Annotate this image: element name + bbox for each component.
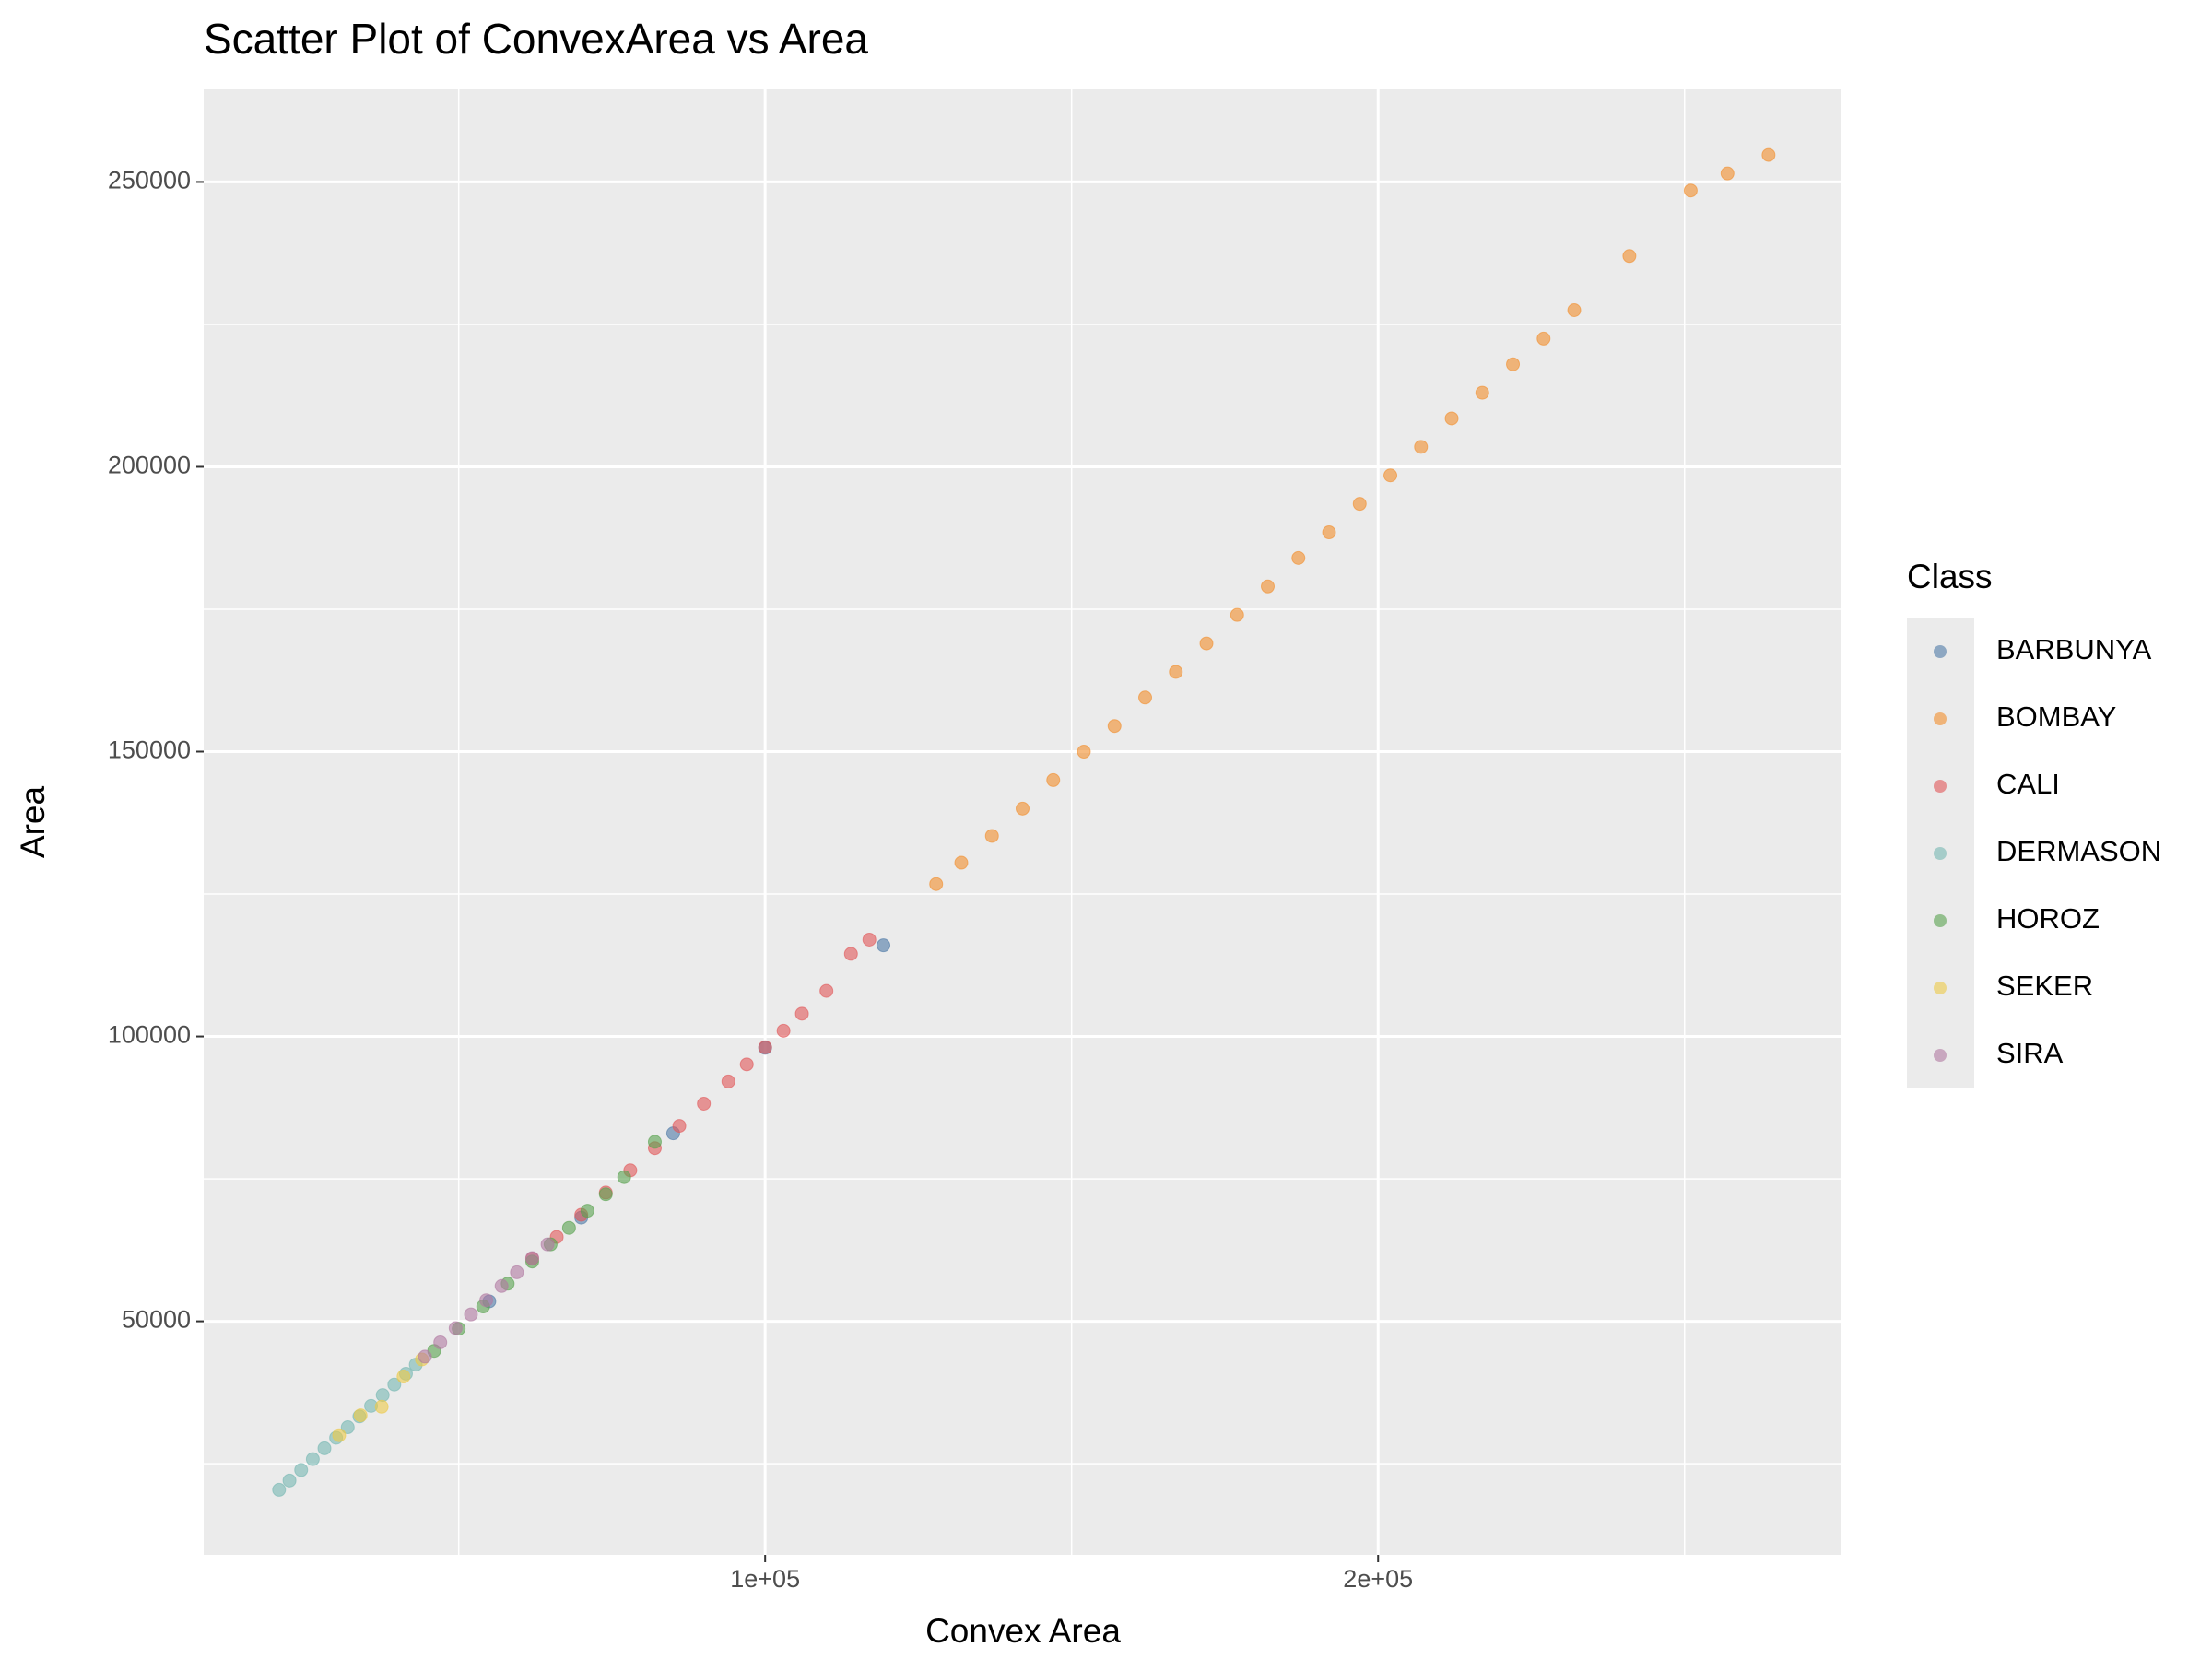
point <box>1622 249 1637 264</box>
point <box>317 1441 332 1455</box>
y-tick-label: 150000 <box>108 736 191 764</box>
point <box>464 1307 478 1322</box>
legend-key <box>1934 712 1947 725</box>
panel <box>204 89 1841 1555</box>
point <box>1291 550 1306 565</box>
point <box>1444 411 1459 426</box>
point <box>1683 183 1698 198</box>
legend-key <box>1934 780 1947 793</box>
point <box>305 1452 320 1466</box>
points <box>272 147 1776 1497</box>
point <box>1761 147 1776 162</box>
legend-key <box>1934 914 1947 927</box>
point <box>739 1057 754 1072</box>
point <box>1169 665 1183 679</box>
legend-key <box>1934 1049 1947 1062</box>
point <box>862 932 877 947</box>
point <box>387 1377 402 1392</box>
point <box>1720 166 1735 181</box>
point <box>647 1135 662 1149</box>
legend-label: BARBUNYA <box>1996 633 2152 665</box>
legend-label: SIRA <box>1996 1037 2064 1069</box>
point <box>494 1278 509 1293</box>
point <box>794 1006 809 1021</box>
point <box>929 877 944 891</box>
point <box>1322 525 1336 540</box>
point <box>1230 607 1244 622</box>
point <box>580 1204 594 1218</box>
point <box>282 1473 297 1488</box>
point <box>396 1370 411 1384</box>
y-tick-label: 250000 <box>108 167 191 194</box>
point <box>697 1096 712 1111</box>
point <box>984 829 999 843</box>
point <box>1536 331 1551 346</box>
legend-label: CALI <box>1996 768 2060 800</box>
x-tick-label: 2e+05 <box>1343 1565 1413 1593</box>
legend-label: DERMASON <box>1996 835 2161 867</box>
point <box>1016 801 1030 816</box>
y-axis-title: Area <box>14 786 52 859</box>
point <box>598 1187 613 1202</box>
point <box>1414 440 1429 454</box>
point <box>1506 357 1521 371</box>
chart-title: Scatter Plot of ConvexArea vs Area <box>204 15 868 63</box>
legend-label: HOROZ <box>1996 902 2100 935</box>
point <box>617 1170 631 1184</box>
point <box>524 1251 539 1265</box>
point <box>819 983 834 998</box>
legend-key <box>1934 645 1947 658</box>
legend-key <box>1934 847 1947 860</box>
point <box>272 1482 287 1497</box>
point <box>672 1119 687 1134</box>
y-tick-label: 100000 <box>108 1021 191 1049</box>
point <box>1107 719 1122 734</box>
x-axis-title: Convex Area <box>925 1612 1121 1650</box>
legend-label: SEKER <box>1996 970 2093 1002</box>
grid <box>204 89 1841 1555</box>
point <box>418 1349 432 1364</box>
point <box>1383 468 1398 483</box>
point <box>1352 497 1367 512</box>
x-tick-label: 1e+05 <box>730 1565 800 1593</box>
point <box>1567 303 1582 318</box>
point <box>332 1428 347 1442</box>
y-tick-label: 200000 <box>108 452 191 479</box>
point <box>954 855 969 870</box>
point <box>776 1023 791 1038</box>
point <box>479 1293 494 1308</box>
point <box>540 1237 555 1252</box>
point <box>375 1388 390 1403</box>
point <box>1261 579 1276 594</box>
point <box>448 1321 463 1335</box>
legend-key <box>1934 982 1947 994</box>
point <box>1138 690 1153 705</box>
point <box>374 1399 389 1414</box>
legend-label: BOMBAY <box>1996 700 2116 733</box>
point <box>294 1463 309 1477</box>
point <box>1199 636 1214 651</box>
point <box>721 1074 735 1088</box>
point <box>877 938 891 953</box>
point <box>340 1420 355 1435</box>
y-tick-label: 50000 <box>122 1306 191 1334</box>
legend-title: Class <box>1907 558 1993 595</box>
point <box>1475 385 1489 400</box>
point <box>433 1335 448 1349</box>
point <box>843 947 858 961</box>
point <box>1046 772 1061 787</box>
point <box>561 1220 576 1235</box>
point <box>1077 745 1091 759</box>
point <box>758 1040 772 1054</box>
legend: BARBUNYA BOMBAY CALI DERMASON HOROZ SEKER SIRA <box>1934 633 2161 1069</box>
point <box>353 1408 368 1423</box>
point <box>510 1265 524 1279</box>
